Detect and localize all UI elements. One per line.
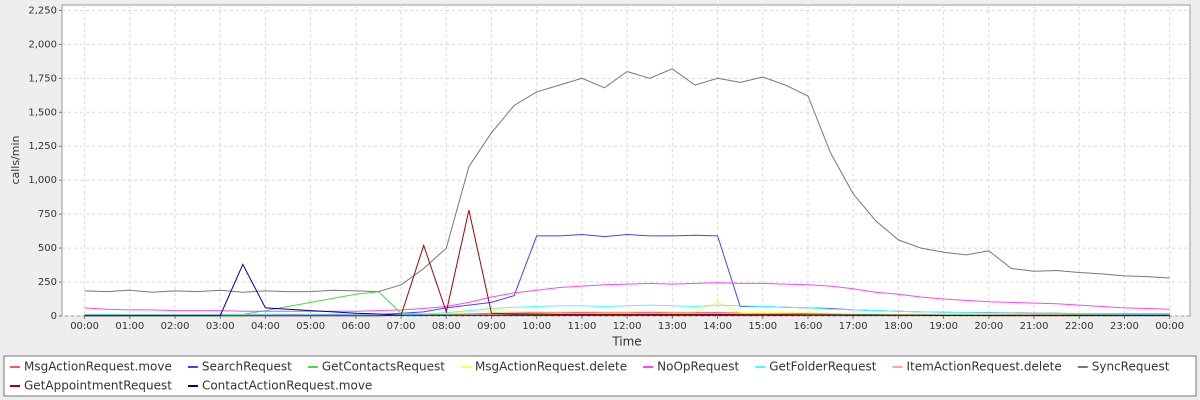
x-tick-label: 23:00: [1110, 321, 1139, 332]
legend-label: SearchRequest: [202, 360, 292, 374]
x-tick-label: 02:00: [161, 321, 190, 332]
y-tick-label: 0: [51, 311, 57, 322]
plot-area: [61, 4, 1191, 317]
legend-label: MsgActionRequest.delete: [475, 360, 627, 374]
x-tick-label: 19:00: [929, 321, 958, 332]
legend-label: GetFolderRequest: [769, 360, 877, 374]
series-line: [84, 263, 1170, 317]
legend-label: NoOpRequest: [657, 360, 739, 374]
series-line: [84, 68, 1170, 293]
legend-label: SyncRequest: [1092, 360, 1170, 374]
y-tick-label: 1,500: [28, 107, 57, 118]
x-tick-label: 04:00: [251, 321, 280, 332]
x-tick-label: 18:00: [884, 321, 913, 332]
y-tick-label: 1,250: [28, 141, 57, 152]
legend-label: ContactActionRequest.move: [202, 379, 372, 393]
series-line: [84, 282, 1170, 312]
legend-label: GetContactsRequest: [322, 360, 445, 374]
legend-label: GetAppointmentRequest: [24, 379, 172, 393]
x-tick-label: 10:00: [522, 321, 551, 332]
x-tick-label: 12:00: [613, 321, 642, 332]
x-tick-label: 14:00: [703, 321, 732, 332]
x-tick-label: 01:00: [115, 321, 144, 332]
x-tick-label: 03:00: [206, 321, 235, 332]
y-tick-label: 2,000: [28, 39, 57, 50]
y-tick-label: 250: [38, 277, 57, 288]
x-tick-label: 22:00: [1065, 321, 1094, 332]
x-tick-label: 16:00: [794, 321, 823, 332]
y-tick-label: 500: [38, 243, 57, 254]
x-tick-label: 15:00: [748, 321, 777, 332]
legend-label: MsgActionRequest.move: [24, 360, 172, 374]
x-tick-label: 13:00: [658, 321, 687, 332]
x-tick-label: 06:00: [341, 321, 370, 332]
x-tick-label: 17:00: [839, 321, 868, 332]
y-tick-label: 1,750: [28, 73, 57, 84]
x-tick-label: 05:00: [296, 321, 325, 332]
y-tick-label: 750: [38, 209, 57, 220]
x-tick-label: 00:00: [1155, 321, 1184, 332]
series-line: [84, 304, 1170, 316]
legend-label: ItemActionRequest.delete: [906, 360, 1061, 374]
x-tick-label: 08:00: [432, 321, 461, 332]
x-tick-label: 07:00: [387, 321, 416, 332]
y-tick-label: 2,250: [28, 5, 57, 16]
x-tick-label: 20:00: [974, 321, 1003, 332]
x-tick-label: 21:00: [1020, 321, 1049, 332]
legend: [3, 355, 1197, 397]
x-axis-label: Time: [611, 335, 641, 349]
y-tick-label: 1,000: [28, 175, 57, 186]
x-tick-label: 11:00: [568, 321, 597, 332]
x-tick-label: 00:00: [70, 321, 99, 332]
y-axis-label: calls/min: [9, 135, 22, 184]
x-tick-label: 09:00: [477, 321, 506, 332]
